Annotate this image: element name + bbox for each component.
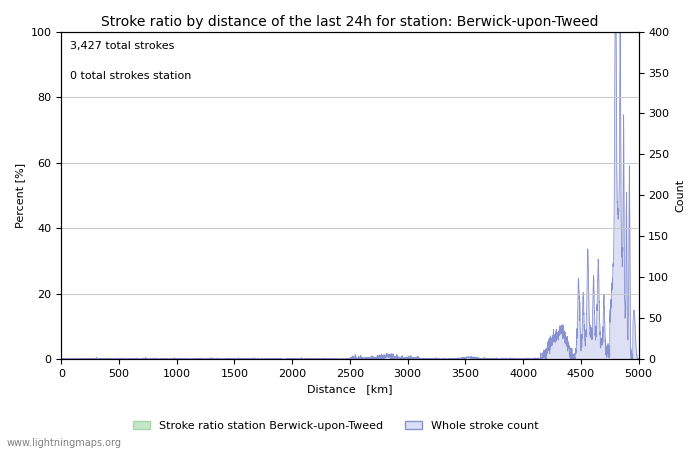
Text: www.lightningmaps.org: www.lightningmaps.org: [7, 438, 122, 448]
Text: 0 total strokes station: 0 total strokes station: [70, 71, 191, 81]
Text: 3,427 total strokes: 3,427 total strokes: [70, 41, 174, 51]
X-axis label: Distance   [km]: Distance [km]: [307, 384, 393, 395]
Legend: Stroke ratio station Berwick-upon-Tweed, Whole stroke count: Stroke ratio station Berwick-upon-Tweed,…: [129, 416, 543, 436]
Title: Stroke ratio by distance of the last 24h for station: Berwick-upon-Tweed: Stroke ratio by distance of the last 24h…: [102, 15, 598, 29]
Y-axis label: Count: Count: [675, 179, 685, 212]
Y-axis label: Percent [%]: Percent [%]: [15, 163, 25, 228]
